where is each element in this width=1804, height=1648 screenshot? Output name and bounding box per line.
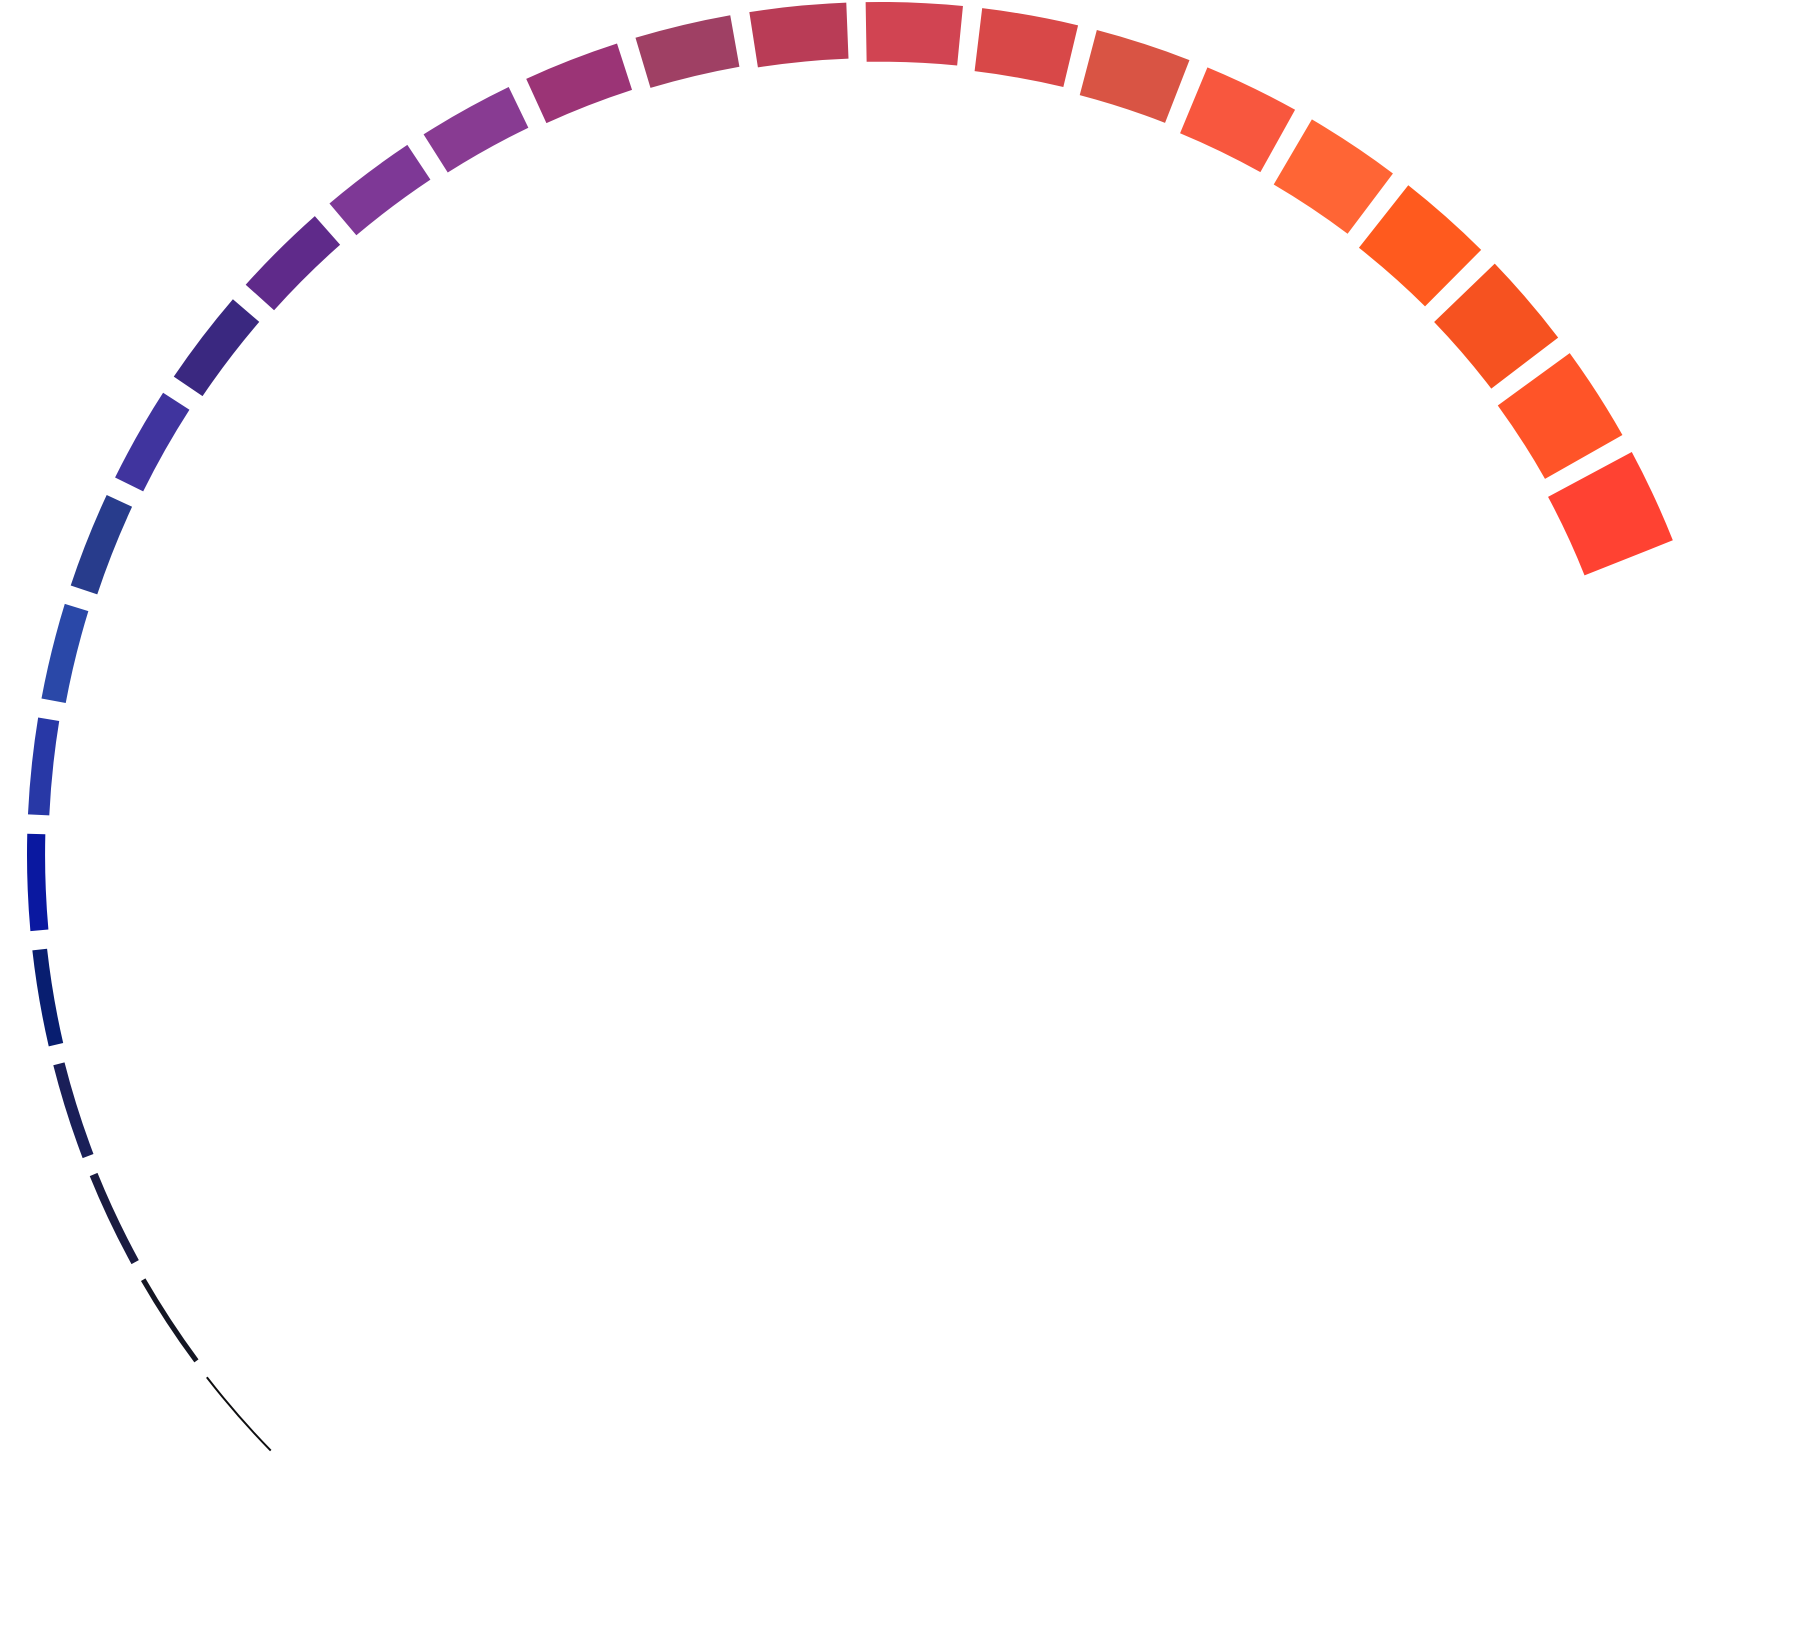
arc-segment xyxy=(865,1,963,66)
arc-segment xyxy=(173,299,260,397)
arc-segment xyxy=(245,216,341,311)
arc-segment xyxy=(70,494,133,595)
arc-segments xyxy=(26,1,1673,1452)
arc-segment xyxy=(1079,30,1190,123)
arc-segment xyxy=(89,1172,139,1265)
arc-segment xyxy=(206,1376,272,1452)
arc-segment xyxy=(32,948,64,1047)
arc-segment xyxy=(26,833,49,932)
arc-segment xyxy=(1434,263,1559,389)
arc-segment xyxy=(140,1278,199,1363)
arc-segment xyxy=(27,717,60,816)
arc-segment xyxy=(1358,185,1482,307)
arc-segment xyxy=(974,8,1079,88)
arc-segment xyxy=(329,144,431,236)
arc-segment xyxy=(1273,119,1393,234)
arc-segment xyxy=(423,87,529,173)
arc-segment xyxy=(1180,67,1296,173)
arc-segment xyxy=(1548,451,1673,576)
arc-segment xyxy=(1497,353,1623,479)
arc-segment xyxy=(41,603,89,704)
arc-segment xyxy=(526,43,633,124)
arc-segment xyxy=(749,2,849,68)
arc-segment xyxy=(53,1062,94,1159)
arc-segment xyxy=(115,392,190,492)
arc-segment xyxy=(635,15,740,88)
